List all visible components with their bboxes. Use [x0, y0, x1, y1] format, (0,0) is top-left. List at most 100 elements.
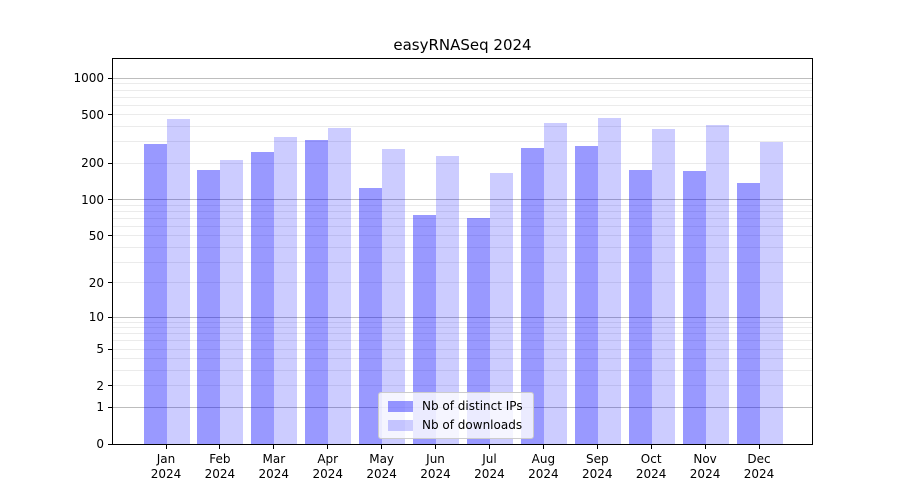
x-tick-label-mar: Mar 2024: [258, 452, 290, 481]
x-tick-apr: [327, 445, 329, 449]
y-tick-20: [108, 282, 113, 284]
x-tick-jun: [435, 445, 437, 449]
bar-apr-downloads: [328, 127, 352, 444]
bar-aug-distinct-ips: [520, 148, 544, 444]
legend-label-downloads: Nb of downloads: [422, 418, 523, 432]
bar-apr-distinct-ips: [305, 139, 329, 444]
bar-nov-downloads: [705, 124, 729, 444]
legend: Nb of distinct IPs Nb of downloads: [378, 392, 534, 439]
bar-mar-downloads: [274, 136, 298, 444]
gridline-2: [113, 385, 812, 387]
gridline-5: [113, 348, 812, 350]
gridline-30: [113, 261, 812, 263]
bar-mar-distinct-ips: [251, 151, 275, 444]
bar-may-distinct-ips: [359, 187, 383, 444]
bar-dec-distinct-ips: [736, 182, 760, 444]
x-tick-nov: [704, 445, 706, 449]
x-tick-label-feb: Feb 2024: [204, 452, 236, 481]
y-tick-1000: [108, 77, 113, 79]
gridline-300: [113, 141, 812, 143]
x-tick-feb: [219, 445, 221, 449]
bar-aug-downloads: [543, 123, 567, 444]
y-tick-label-50: 50: [88, 228, 104, 243]
bar-jul-distinct-ips: [466, 217, 490, 444]
x-tick-label-jan: Jan 2024: [150, 452, 182, 481]
x-tick-mar: [273, 445, 275, 449]
gridline-70: [113, 217, 812, 219]
legend-swatch-distinct-ips-icon: [388, 400, 413, 412]
y-tick-label-100: 100: [81, 192, 104, 207]
legend-entry-downloads: Nb of downloads: [388, 418, 523, 432]
gridline-1000: [113, 77, 812, 79]
y-tick-label-200: 200: [81, 156, 104, 171]
bar-may-downloads: [382, 148, 406, 444]
gridline-60: [113, 225, 812, 227]
gridline-500: [113, 114, 812, 116]
x-tick-jan: [165, 445, 167, 449]
bar-jan-distinct-ips: [143, 144, 167, 444]
gridline-7: [113, 333, 812, 335]
gridline-6: [113, 340, 812, 342]
bar-feb-downloads: [220, 160, 244, 444]
bar-jun-distinct-ips: [413, 214, 437, 444]
y-tick-10: [108, 316, 113, 318]
bar-oct-downloads: [651, 129, 675, 444]
y-tick-label-2: 2: [96, 378, 104, 393]
gridline-9: [113, 321, 812, 323]
y-tick-label-0: 0: [96, 437, 104, 451]
bar-jun-downloads: [436, 155, 460, 444]
x-tick-oct: [650, 445, 652, 449]
y-tick-2: [108, 385, 113, 387]
y-tick-label-1: 1: [96, 400, 104, 415]
plot-area: Nb of distinct IPs Nb of downloads: [112, 58, 813, 445]
x-tick-label-apr: Apr 2024: [312, 452, 343, 481]
x-tick-label-jul: Jul 2024: [474, 452, 505, 481]
y-tick-label-500: 500: [81, 107, 104, 122]
y-tick-label-5: 5: [96, 342, 104, 357]
gridline-600: [113, 104, 812, 106]
y-tick-label-20: 20: [88, 275, 104, 290]
bar-dec-downloads: [759, 141, 783, 444]
x-tick-label-sep: Sep 2024: [581, 452, 613, 481]
bar-jan-downloads: [166, 118, 190, 444]
x-tick-may: [381, 445, 383, 449]
x-tick-label-dec: Dec 2024: [743, 452, 775, 481]
gridline-50: [113, 235, 812, 237]
legend-entry-distinct-ips: Nb of distinct IPs: [388, 399, 523, 413]
chart-title: easyRNASeq 2024: [393, 36, 532, 54]
gridline-80: [113, 210, 812, 212]
y-tick-100: [108, 199, 113, 201]
x-tick-aug: [542, 445, 544, 449]
y-tick-200: [108, 162, 113, 164]
y-tick-0: [108, 443, 113, 445]
gridline-200: [113, 162, 812, 164]
x-tick-jul: [488, 445, 490, 449]
gridline-4: [113, 358, 812, 360]
gridline-40: [113, 246, 812, 248]
gridline-900: [113, 83, 812, 85]
y-tick-label-1000: 1000: [73, 71, 104, 86]
gridline-800: [113, 89, 812, 91]
x-tick-label-nov: Nov 2024: [689, 452, 721, 481]
gridline-400: [113, 126, 812, 128]
gridline-3: [113, 370, 812, 372]
bar-sep-distinct-ips: [574, 145, 598, 444]
x-tick-dec: [758, 445, 760, 449]
legend-swatch-downloads-icon: [388, 419, 413, 431]
gridline-90: [113, 204, 812, 206]
x-tick-label-oct: Oct 2024: [635, 452, 667, 481]
y-tick-1: [108, 406, 113, 408]
y-tick-label-10: 10: [88, 310, 104, 325]
gridline-20: [113, 282, 812, 284]
y-tick-50: [108, 235, 113, 237]
x-tick-label-may: May 2024: [366, 452, 397, 481]
gridline-8: [113, 327, 812, 329]
x-tick-label-aug: Aug 2024: [528, 452, 559, 481]
y-tick-5: [108, 348, 113, 350]
bar-sep-downloads: [597, 118, 621, 444]
gridline-10: [113, 316, 812, 318]
x-tick-label-jun: Jun 2024: [420, 452, 451, 481]
bar-oct-distinct-ips: [628, 169, 652, 444]
bar-feb-distinct-ips: [197, 170, 221, 444]
